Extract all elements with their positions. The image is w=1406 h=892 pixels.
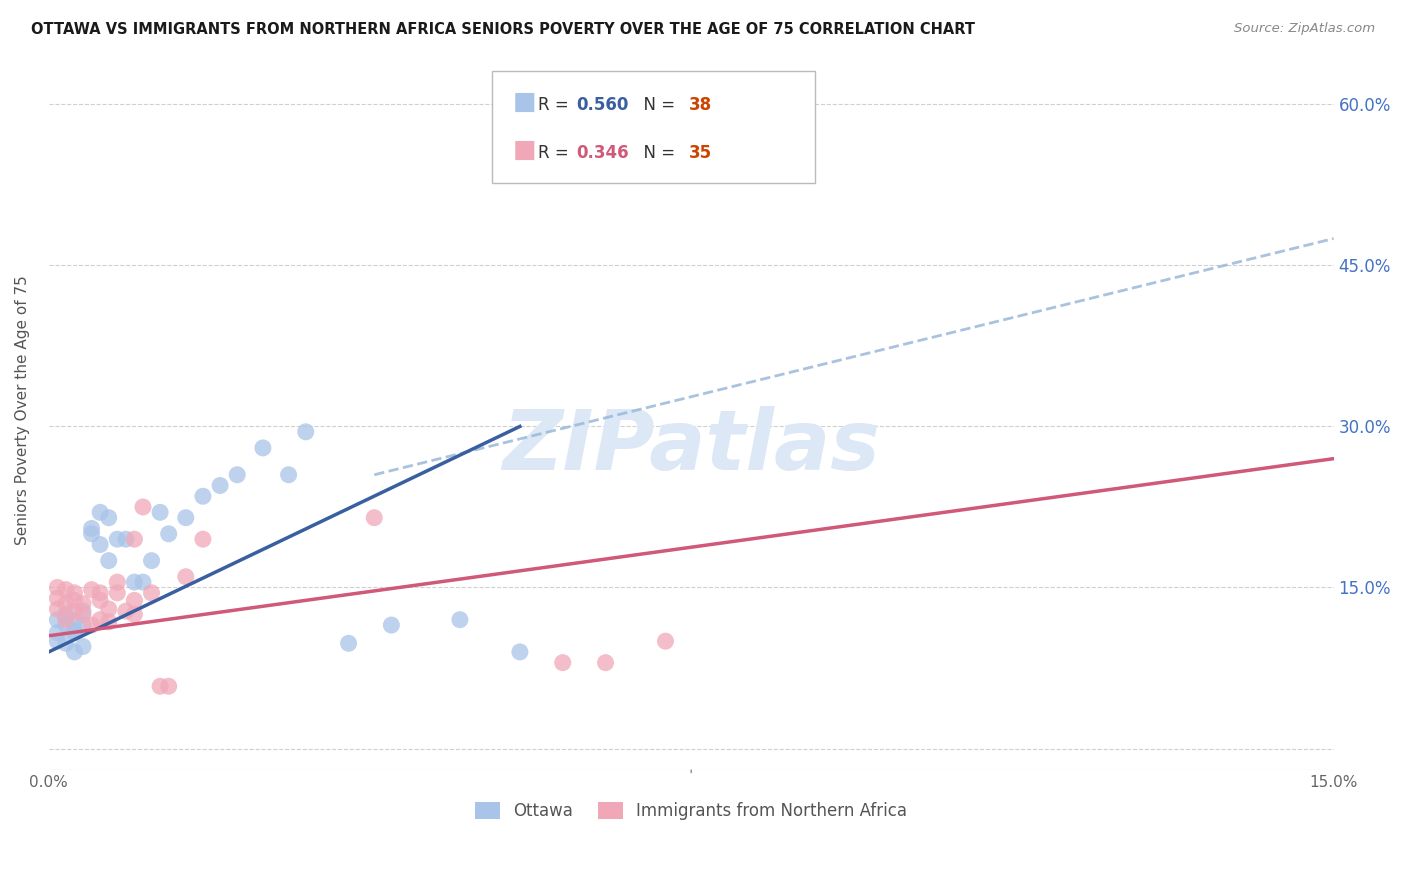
- Point: [72, 604, 94, 618]
- Point: [706, 113, 728, 128]
- Point: [55, 618, 77, 632]
- Point: [115, 532, 138, 546]
- Point: [141, 554, 163, 568]
- Point: [191, 489, 214, 503]
- Text: Source: ZipAtlas.com: Source: ZipAtlas.com: [1234, 22, 1375, 36]
- Point: [449, 613, 471, 627]
- Point: [363, 510, 385, 524]
- Point: [89, 537, 111, 551]
- Point: [63, 586, 86, 600]
- Point: [105, 586, 128, 600]
- Point: [72, 618, 94, 632]
- Point: [55, 607, 77, 622]
- Point: [55, 582, 77, 597]
- Text: R =: R =: [538, 145, 575, 162]
- Point: [97, 554, 120, 568]
- Point: [72, 607, 94, 622]
- Point: [55, 597, 77, 611]
- Point: [174, 570, 197, 584]
- Text: ■: ■: [513, 90, 537, 114]
- Point: [141, 586, 163, 600]
- Point: [252, 441, 274, 455]
- Point: [55, 636, 77, 650]
- Legend: Ottawa, Immigrants from Northern Africa: Ottawa, Immigrants from Northern Africa: [468, 795, 914, 826]
- Point: [157, 526, 180, 541]
- Point: [89, 586, 111, 600]
- Point: [654, 634, 676, 648]
- Point: [551, 656, 574, 670]
- Point: [63, 615, 86, 629]
- Point: [124, 532, 146, 546]
- Point: [277, 467, 299, 482]
- Text: 35: 35: [689, 145, 711, 162]
- Point: [46, 613, 69, 627]
- Point: [115, 604, 138, 618]
- Text: 38: 38: [689, 96, 711, 114]
- Point: [97, 602, 120, 616]
- Point: [124, 607, 146, 622]
- Point: [89, 505, 111, 519]
- Point: [226, 467, 249, 482]
- Point: [46, 591, 69, 606]
- Point: [89, 613, 111, 627]
- Point: [63, 593, 86, 607]
- Point: [63, 624, 86, 638]
- Point: [105, 532, 128, 546]
- Point: [105, 575, 128, 590]
- Point: [55, 610, 77, 624]
- Text: ZIPatlas: ZIPatlas: [502, 406, 880, 487]
- Point: [132, 500, 155, 514]
- Point: [595, 656, 617, 670]
- Point: [72, 640, 94, 654]
- Point: [337, 636, 360, 650]
- Point: [191, 532, 214, 546]
- Point: [46, 581, 69, 595]
- Point: [149, 679, 172, 693]
- Text: 0.560: 0.560: [576, 96, 628, 114]
- Point: [72, 597, 94, 611]
- Point: [157, 679, 180, 693]
- Point: [124, 593, 146, 607]
- Text: 0.346: 0.346: [576, 145, 628, 162]
- Point: [80, 521, 103, 535]
- Y-axis label: Seniors Poverty Over the Age of 75: Seniors Poverty Over the Age of 75: [15, 276, 30, 545]
- Point: [63, 625, 86, 640]
- Point: [380, 618, 402, 632]
- Point: [46, 602, 69, 616]
- Text: N =: N =: [633, 145, 681, 162]
- Text: ■: ■: [513, 138, 537, 162]
- Point: [89, 593, 111, 607]
- Point: [80, 526, 103, 541]
- Text: R =: R =: [538, 96, 575, 114]
- Point: [132, 575, 155, 590]
- Point: [97, 510, 120, 524]
- Point: [46, 634, 69, 648]
- Point: [97, 615, 120, 629]
- Point: [209, 478, 232, 492]
- Point: [124, 575, 146, 590]
- Point: [63, 645, 86, 659]
- Point: [63, 604, 86, 618]
- Point: [80, 582, 103, 597]
- Point: [294, 425, 316, 439]
- Point: [55, 613, 77, 627]
- Point: [149, 505, 172, 519]
- Point: [174, 510, 197, 524]
- Point: [509, 645, 531, 659]
- Text: N =: N =: [633, 96, 681, 114]
- Text: OTTAWA VS IMMIGRANTS FROM NORTHERN AFRICA SENIORS POVERTY OVER THE AGE OF 75 COR: OTTAWA VS IMMIGRANTS FROM NORTHERN AFRIC…: [31, 22, 974, 37]
- Point: [80, 618, 103, 632]
- Point: [46, 625, 69, 640]
